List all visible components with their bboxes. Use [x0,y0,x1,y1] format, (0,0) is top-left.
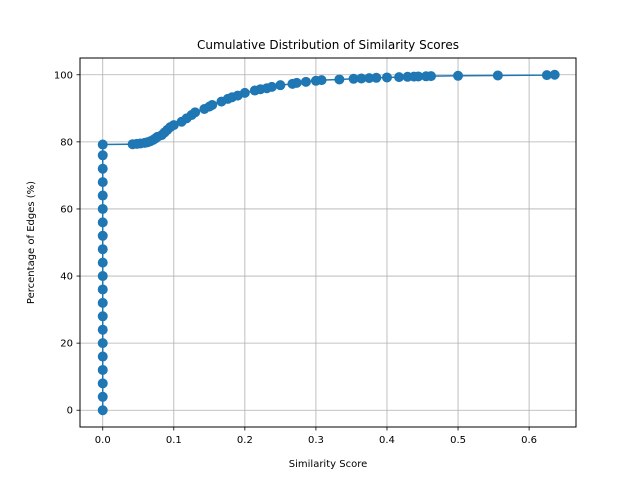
data-point [97,351,108,362]
data-point [97,163,108,174]
data-point [97,217,108,228]
data-point [97,378,108,389]
data-point [549,69,560,80]
data-point [97,139,108,150]
data-point [97,364,108,375]
data-point [97,338,108,349]
y-tick-label: 80 [60,137,73,148]
x-tick-label: 0.3 [308,435,324,446]
data-point [334,74,345,85]
data-point [97,190,108,201]
data-point [266,81,277,92]
y-tick-label: 60 [60,204,73,215]
data-point [190,107,201,118]
x-tick-label: 0.4 [379,435,395,446]
x-tick-label: 0.1 [166,435,182,446]
series-layer [97,69,560,416]
data-point [97,405,108,416]
plot-frame [79,57,577,428]
data-point [239,87,250,98]
y-tick-label: 0 [67,406,73,417]
x-axis: 0.0 0.1 0.2 0.3 0.4 0.5 0.6 [95,427,537,446]
grid [80,58,576,427]
data-point [453,70,464,81]
y-axis-title: Percentage of Edges (%) [26,181,37,304]
data-point [371,72,382,83]
data-point [97,230,108,241]
data-point [291,77,302,88]
data-point [97,324,108,335]
y-tick-label: 20 [60,339,73,350]
data-point [97,177,108,188]
data-point [300,76,311,87]
data-point [97,284,108,295]
data-point [97,391,108,402]
data-point [394,72,405,83]
data-point [97,311,108,322]
y-tick-label: 100 [54,70,73,81]
data-point [381,72,392,83]
data-point [97,297,108,308]
x-axis-title: Similarity Score [289,459,367,470]
data-point [97,271,108,282]
x-tick-label: 0.2 [237,435,253,446]
data-point [97,203,108,214]
data-point [426,71,437,82]
data-point [207,99,218,110]
y-axis: 0 20 40 60 80 100 [54,70,80,417]
data-point [97,257,108,268]
x-tick-label: 0.6 [521,435,537,446]
data-point [316,75,327,86]
chart-title: Cumulative Distribution of Similarity Sc… [197,38,459,52]
x-tick-label: 0.0 [95,435,111,446]
data-point [97,150,108,161]
data-point [97,244,108,255]
data-point [492,70,503,81]
x-tick-label: 0.5 [450,435,466,446]
y-tick-label: 40 [60,272,73,283]
data-point [275,80,286,91]
